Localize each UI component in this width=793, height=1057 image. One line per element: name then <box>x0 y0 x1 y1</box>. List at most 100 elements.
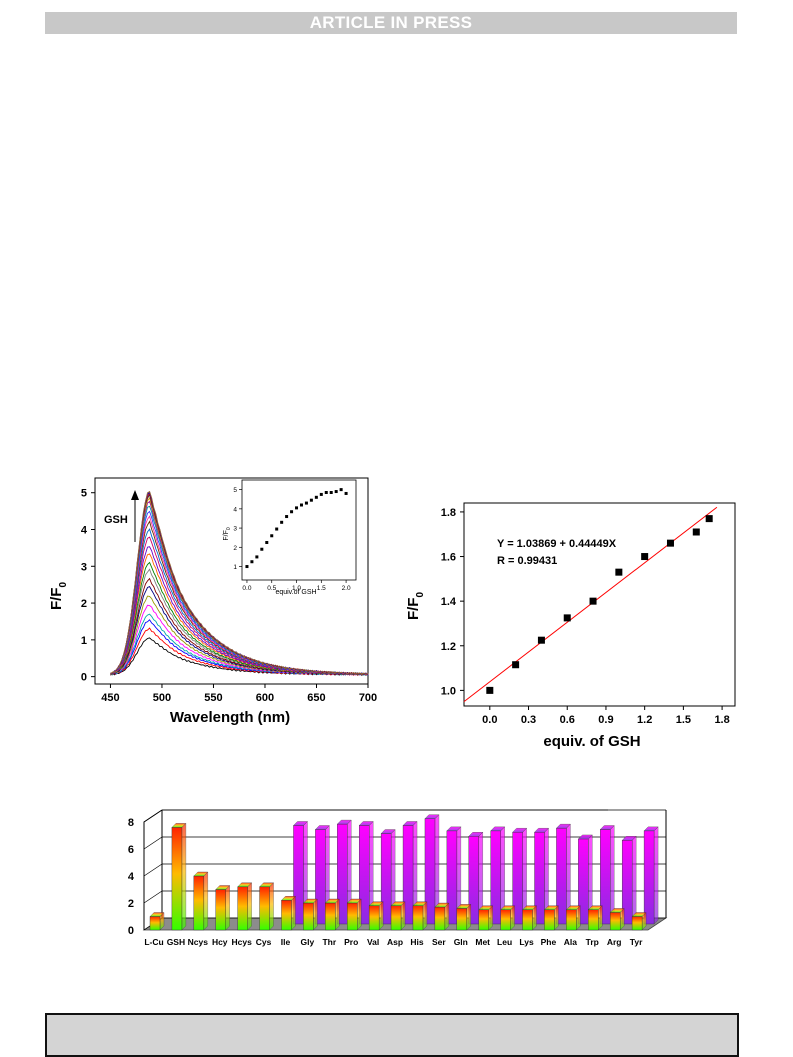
spectrum-line <box>110 490 369 675</box>
bar-back-top <box>402 821 418 826</box>
inset-point <box>265 541 269 544</box>
chart2-ytick-label: 1.8 <box>441 507 456 519</box>
data-point <box>705 515 713 523</box>
chart1-frame <box>94 477 369 685</box>
chart3-category-label: Hcys <box>231 937 252 947</box>
inset-point <box>275 527 279 531</box>
bar-front-side <box>444 902 450 931</box>
chart1-ytick-label: 3 <box>81 561 87 573</box>
bar-front <box>390 905 402 931</box>
inset-xtick-label: 2.0 <box>342 585 351 592</box>
bar-front <box>303 902 314 931</box>
bar-front-top <box>565 905 581 910</box>
chart3-category-label: Val <box>367 937 379 947</box>
bar-front <box>456 908 467 931</box>
bar-front-side <box>357 898 362 931</box>
bar-back-top <box>643 826 659 832</box>
bar-front-side <box>313 898 318 931</box>
inset-xtick-label: 1.0 <box>292 585 301 592</box>
bar-front <box>500 909 511 931</box>
bar-back-top <box>512 828 528 833</box>
data-point <box>615 568 623 576</box>
inset-point <box>334 490 338 494</box>
bar-front <box>588 909 599 931</box>
chart1-ytick-label: 0 <box>81 672 87 684</box>
chart3-ytick-label: 0 <box>128 925 134 937</box>
chart3-category-label: Trp <box>586 937 599 947</box>
chart2-xtick-label: 0.9 <box>598 714 613 726</box>
bar-back-top <box>424 814 440 819</box>
spectrum-line <box>110 595 369 676</box>
inset-point <box>314 495 318 499</box>
bar-front-top <box>193 871 209 877</box>
chart3-category-label: Gly <box>301 937 315 947</box>
bar-front-top <box>500 905 516 910</box>
data-point <box>563 614 571 622</box>
inset-ytick-label: 2 <box>233 545 237 552</box>
chart2-ylabel: F/F0 <box>405 592 426 621</box>
bar-front-top <box>543 905 559 910</box>
bar-front <box>237 886 248 931</box>
bar-front-side <box>466 903 471 931</box>
bar-front-side <box>247 882 252 931</box>
bar-front <box>412 905 424 931</box>
bar-front-top <box>280 896 296 901</box>
inset-xtick-label: 0.5 <box>267 585 276 592</box>
chart2-xtick-label: 1.2 <box>637 714 652 726</box>
bar-front-top <box>412 901 428 906</box>
bar-front <box>522 909 533 931</box>
bar-front-top <box>171 823 187 828</box>
inset-point <box>290 510 294 514</box>
chart1-xtick-label: 700 <box>359 692 377 704</box>
data-point <box>666 539 674 547</box>
chart3-grid-diag <box>143 890 163 904</box>
bar-front-top <box>346 898 362 904</box>
inset-point <box>270 534 274 538</box>
fit-equation: Y = 1.03869 + 0.44449X <box>497 538 617 550</box>
chart3-category-label: Met <box>475 937 490 947</box>
chart1-xtick-label: 550 <box>204 692 222 704</box>
svg-text:F/F0: F/F0 <box>48 582 69 611</box>
inset-point <box>329 491 333 494</box>
chart3-category-label: Ncys <box>188 937 209 947</box>
chart1-xtick-label: 650 <box>307 692 325 704</box>
data-point <box>512 661 520 669</box>
inset-point <box>324 491 328 494</box>
bar-front <box>609 912 621 931</box>
bar-front <box>544 909 555 931</box>
article-in-press-banner: ARTICLE IN PRESS <box>45 12 737 34</box>
chart3-category-label: Lys <box>519 937 534 947</box>
bar-back-top <box>534 828 550 833</box>
inset-point <box>339 488 343 492</box>
chart3-category-label: Asp <box>387 937 403 947</box>
chart2-ytick-label: 1.0 <box>441 685 456 697</box>
bar-front-top <box>302 898 318 904</box>
chart3-category-label: Phe <box>541 937 557 947</box>
inset-point <box>255 555 259 559</box>
fit-r-value: R = 0.99431 <box>497 555 557 567</box>
bar-front-top <box>631 912 647 917</box>
inset-ylabel: F/F0 <box>223 527 232 541</box>
chart3-ytick-label: 2 <box>128 898 134 910</box>
inset-point <box>309 498 313 502</box>
bar-back-top <box>380 829 396 834</box>
chart1-ytick-label: 5 <box>81 488 87 500</box>
chart1-xtick-label: 450 <box>101 692 119 704</box>
inset-point <box>304 501 308 505</box>
chart1-xtick-label: 500 <box>153 692 171 704</box>
bar-front <box>368 905 380 931</box>
bar-front-top <box>259 882 275 887</box>
chart2-xlabel: equiv. of GSH <box>543 733 640 750</box>
inset-point <box>299 503 303 507</box>
bar-front-side <box>269 882 274 931</box>
chart2-ytick-label: 1.4 <box>441 596 457 608</box>
inset-xtick-label: 0.0 <box>242 585 251 592</box>
bar-back-top <box>358 821 374 826</box>
chart3-category-label: His <box>410 937 424 947</box>
bar-front-top <box>478 905 494 910</box>
bar-back-top <box>468 832 484 837</box>
bar-front <box>215 889 226 931</box>
bar-front-side <box>335 898 340 931</box>
